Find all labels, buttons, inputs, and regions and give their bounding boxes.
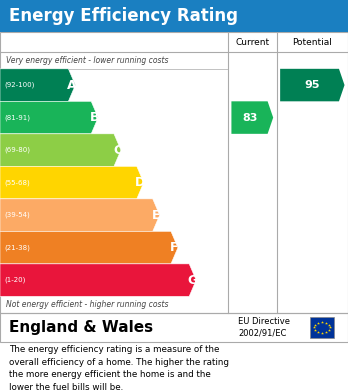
- Text: D: D: [135, 176, 145, 189]
- Text: E: E: [152, 209, 160, 222]
- Text: Potential: Potential: [292, 38, 332, 47]
- Polygon shape: [231, 101, 273, 134]
- Text: B: B: [90, 111, 100, 124]
- Text: C: C: [113, 143, 122, 156]
- Bar: [0, 0, 348, 32]
- Polygon shape: [0, 166, 144, 199]
- Polygon shape: [0, 69, 75, 101]
- Text: England & Wales: England & Wales: [9, 320, 153, 335]
- Text: (81-91): (81-91): [4, 114, 30, 121]
- Polygon shape: [0, 199, 160, 231]
- Bar: [0, 313, 348, 342]
- Text: A: A: [67, 79, 77, 91]
- Bar: [0, 32, 348, 313]
- Polygon shape: [0, 231, 178, 264]
- Polygon shape: [0, 101, 98, 134]
- Text: (92-100): (92-100): [4, 82, 34, 88]
- Text: 83: 83: [243, 113, 258, 123]
- Text: Not energy efficient - higher running costs: Not energy efficient - higher running co…: [6, 300, 169, 309]
- Text: Very energy efficient - lower running costs: Very energy efficient - lower running co…: [6, 56, 169, 65]
- Polygon shape: [280, 69, 345, 101]
- Text: (55-68): (55-68): [4, 179, 30, 186]
- Text: EU Directive
2002/91/EC: EU Directive 2002/91/EC: [238, 317, 290, 338]
- Polygon shape: [0, 264, 196, 296]
- Text: The energy efficiency rating is a measure of the
overall efficiency of a home. T: The energy efficiency rating is a measur…: [9, 345, 229, 391]
- Text: F: F: [170, 241, 179, 254]
- Text: Current: Current: [235, 38, 269, 47]
- Text: (1-20): (1-20): [4, 277, 25, 283]
- Bar: [310, 317, 334, 338]
- Text: (69-80): (69-80): [4, 147, 30, 153]
- Text: G: G: [188, 274, 198, 287]
- Text: (39-54): (39-54): [4, 212, 30, 218]
- Text: (21-38): (21-38): [4, 244, 30, 251]
- Text: Energy Efficiency Rating: Energy Efficiency Rating: [9, 7, 238, 25]
- Polygon shape: [0, 134, 121, 166]
- Text: 95: 95: [304, 80, 320, 90]
